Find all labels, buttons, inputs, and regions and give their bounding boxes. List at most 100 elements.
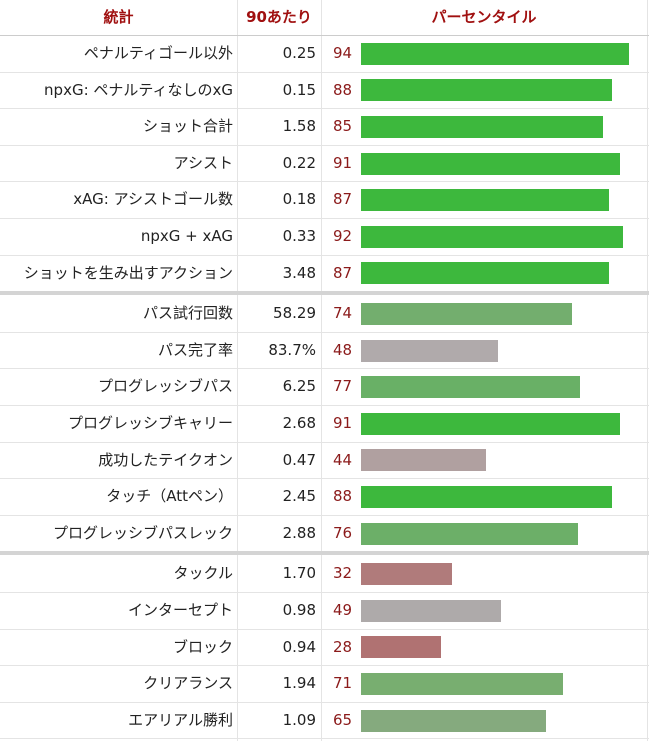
per90-value: 0.18 <box>282 190 316 209</box>
stat-name: インターセプト <box>127 601 233 619</box>
percentile-bar <box>361 225 624 248</box>
percentile-value: 28 <box>333 637 353 656</box>
percentile-bar <box>361 376 581 399</box>
table-row: ペナルティゴール以外 0.25 94 <box>0 36 649 73</box>
table-row: プログレッシブキャリー 2.68 91 <box>0 406 649 443</box>
table-row: クリアランス 1.94 71 <box>0 666 649 703</box>
per90-value: 58.29 <box>273 304 316 323</box>
percentile-bar <box>361 189 609 212</box>
percentile-value: 65 <box>333 710 353 729</box>
table-row: タックル 1.70 32 <box>0 556 649 593</box>
stat-name: ショット合計 <box>142 117 233 136</box>
per90-value: 2.88 <box>282 523 316 542</box>
table-row: パス完了率 83.7% 48 <box>0 333 649 370</box>
percentile-value: 88 <box>333 487 353 506</box>
percentile-bar <box>361 599 501 622</box>
percentile-bar <box>361 302 572 325</box>
percentile-bar <box>361 152 621 175</box>
table-row: プログレッシブパス 6.25 77 <box>0 369 649 406</box>
table-row: エアリアル勝利 1.09 65 <box>0 703 649 740</box>
stat-name: ペナルティゴール以外 <box>83 44 233 62</box>
per90-value: 0.98 <box>282 601 316 619</box>
stat-name: パス完了率 <box>157 340 233 359</box>
per90-value: 0.94 <box>282 637 316 656</box>
per90-value: 0.22 <box>282 153 316 172</box>
percentile-bar <box>361 339 498 362</box>
stat-name: 成功したテイクオン <box>98 450 233 469</box>
per90-value: 0.15 <box>282 80 316 99</box>
percentile-bar <box>361 522 578 545</box>
percentile-bar <box>361 485 612 508</box>
table-row: ショットを生み出すアクション 3.48 87 <box>0 256 649 293</box>
percentile-value: 49 <box>333 601 353 619</box>
header-cell: 統計 <box>103 8 134 26</box>
table-row: 成功したテイクオン 0.47 44 <box>0 443 649 480</box>
per90-value: 0.47 <box>282 450 316 469</box>
percentile-value: 48 <box>333 340 353 359</box>
stat-name: タッチ（Attペン） <box>106 487 233 506</box>
column-divider <box>237 0 238 741</box>
column-divider <box>647 0 648 741</box>
percentile-bar <box>361 262 609 285</box>
stat-name: npxG + xAG <box>140 227 233 245</box>
percentile-bar <box>361 42 629 65</box>
percentile-value: 92 <box>333 227 353 245</box>
stat-name: npxG: ペナルティなしのxG <box>44 80 233 99</box>
percentile-value: 91 <box>333 153 353 172</box>
table-row: xAG: アシストゴール数 0.18 87 <box>0 182 649 219</box>
per90-value: 0.25 <box>282 44 316 62</box>
percentile-value: 94 <box>333 44 353 62</box>
table-row: パス試行回数 58.29 74 <box>0 296 649 333</box>
percentile-bar <box>361 449 487 472</box>
percentile-value: 77 <box>333 377 353 396</box>
table-row: npxG: ペナルティなしのxG 0.15 88 <box>0 73 649 110</box>
per90-value: 1.09 <box>282 710 316 729</box>
percentile-bar <box>361 709 547 732</box>
percentile-bar <box>361 79 612 102</box>
percentile-bar <box>361 636 441 659</box>
table-row: インターセプト 0.98 49 <box>0 593 649 630</box>
percentile-value: 76 <box>333 523 353 542</box>
header-cell: 90あたり <box>246 8 312 26</box>
table-header: 統計 90あたり パーセンタイル <box>0 0 649 36</box>
table-row: プログレッシブパスレック 2.88 76 <box>0 516 649 553</box>
percentile-bar <box>361 563 453 586</box>
per90-value: 1.94 <box>282 674 316 693</box>
table-row: ブロック 0.94 28 <box>0 630 649 667</box>
stat-name: ブロック <box>172 637 233 656</box>
header-cell: パーセンタイル <box>431 8 537 26</box>
percentile-bar <box>361 412 621 435</box>
per90-value: 0.33 <box>282 227 316 245</box>
table-row: ショット合計 1.58 85 <box>0 109 649 146</box>
percentile-value: 91 <box>333 414 353 432</box>
percentile-bar <box>361 115 604 138</box>
per90-value: 1.70 <box>282 564 316 583</box>
stat-name: プログレッシブパス <box>97 377 233 396</box>
group-separator <box>0 291 649 296</box>
stat-name: プログレッシブパスレック <box>52 523 233 542</box>
stat-name: クリアランス <box>143 674 233 693</box>
per90-value: 3.48 <box>282 263 316 282</box>
stat-name: プログレッシブキャリー <box>67 414 233 432</box>
percentile-value: 32 <box>333 564 353 583</box>
per90-value: 1.58 <box>282 117 316 136</box>
percentile-value: 44 <box>333 450 353 469</box>
table-row: アシスト 0.22 91 <box>0 146 649 183</box>
percentile-value: 87 <box>333 263 353 282</box>
table-row: タッチ（Attペン） 2.45 88 <box>0 479 649 516</box>
stat-name: パス試行回数 <box>142 304 233 323</box>
percentile-value: 88 <box>333 80 353 99</box>
percentile-value: 71 <box>333 674 353 693</box>
percentile-value: 74 <box>333 304 353 323</box>
percentile-value: 85 <box>333 117 353 136</box>
per90-value: 83.7% <box>268 340 316 359</box>
stat-name: ショットを生み出すアクション <box>23 263 233 282</box>
percentile-value: 87 <box>333 190 353 209</box>
percentile-bar <box>361 672 564 695</box>
group-separator <box>0 551 649 556</box>
stat-name: エアリアル勝利 <box>128 710 233 729</box>
column-divider <box>321 0 322 741</box>
per90-value: 2.45 <box>282 487 316 506</box>
table-row: npxG + xAG 0.33 92 <box>0 219 649 256</box>
